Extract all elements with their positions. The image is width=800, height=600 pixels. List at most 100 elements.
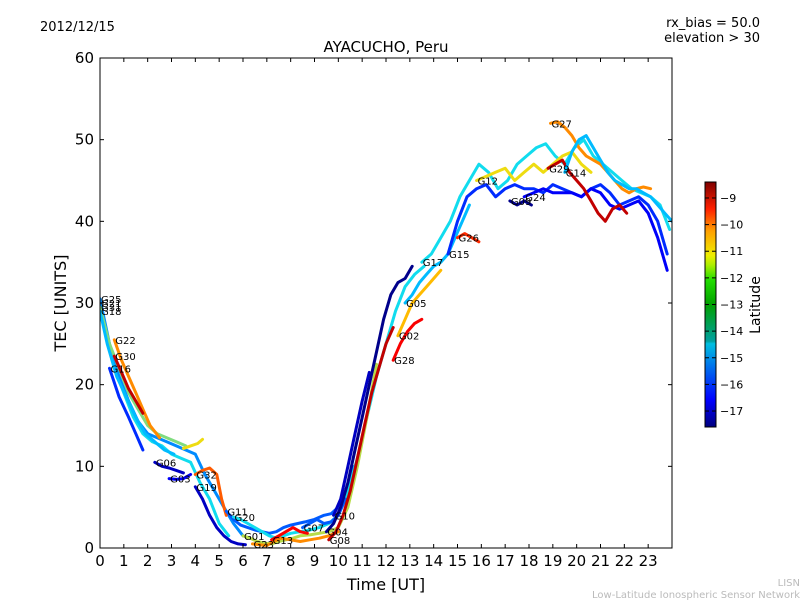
series-g18 xyxy=(100,309,176,456)
footer-network: Low-Latitude Ionospheric Sensor Network xyxy=(592,590,800,600)
series-g06-b xyxy=(181,437,204,450)
colorbar-tick-label: −11 xyxy=(720,245,743,258)
colorbar-tick-label: −13 xyxy=(720,299,743,312)
x-axis: 0 1 2 3 4 5 6 7 8 9 10 11 12 13 14 15 16 17 18 19 20 21 22 23 xyxy=(95,58,658,570)
footer-lisn: LISN xyxy=(778,578,800,589)
y-tick-label: 10 xyxy=(75,457,94,475)
series-g32 xyxy=(193,466,228,517)
series-g16 xyxy=(108,366,145,452)
series-g13 xyxy=(270,526,309,542)
series-g08 xyxy=(327,326,395,542)
x-axis-label: Time [UT] xyxy=(346,575,425,594)
rx-bias-annotation: rx_bias = 50.0 xyxy=(666,16,760,31)
y-axis-label: TEC [UNITS] xyxy=(51,255,70,353)
y-tick-label: 20 xyxy=(75,376,94,394)
series-layer xyxy=(100,120,672,547)
x-tick-label: 20 xyxy=(567,552,586,570)
series-g24 xyxy=(522,187,669,272)
label-g15: G15 xyxy=(449,250,469,261)
series-g30 xyxy=(112,354,145,415)
label-g29: G29 xyxy=(549,164,569,175)
x-tick-label: 13 xyxy=(400,552,419,570)
x-tick-label: 16 xyxy=(472,552,491,570)
label-g04: G04 xyxy=(327,528,347,539)
label-g10: G10 xyxy=(335,511,355,522)
label-g23: G23 xyxy=(254,540,274,551)
label-g06: G06 xyxy=(156,458,176,469)
series-g14 xyxy=(563,134,672,223)
colorbar-label: Latitude xyxy=(748,276,764,334)
series-g26 xyxy=(456,232,481,244)
series-g01 xyxy=(241,362,378,546)
series-g11 xyxy=(224,464,355,535)
label-g18: G18 xyxy=(101,307,121,318)
y-axis: 0 10 20 30 40 50 60 xyxy=(75,49,672,557)
series-g17 xyxy=(420,138,672,264)
x-tick-label: 19 xyxy=(543,552,562,570)
label-g14: G14 xyxy=(566,168,586,179)
label-g22: G22 xyxy=(115,336,135,347)
label-g08: G08 xyxy=(330,536,350,547)
chart-title: AYACUCHO, Peru xyxy=(323,38,448,56)
series-g29 xyxy=(546,158,629,223)
series-g19 xyxy=(193,485,247,547)
x-tick-label: 1 xyxy=(119,552,129,570)
elevation-annotation: elevation > 30 xyxy=(664,31,760,46)
x-tick-label: 7 xyxy=(262,552,272,570)
series-g20 xyxy=(232,264,426,540)
x-tick-label: 4 xyxy=(191,552,201,570)
label-g05: G05 xyxy=(406,299,426,310)
series-g06 xyxy=(153,460,185,475)
colorbar-tick-label: −10 xyxy=(720,219,743,232)
label-g11: G11 xyxy=(227,507,247,518)
series-g05 xyxy=(403,203,471,305)
series-g09 xyxy=(508,199,533,207)
x-tick-label: 8 xyxy=(286,552,296,570)
colorbar-ticks: −9 −10 −11 −12 −13 −14 −15 −16 −17 xyxy=(705,192,743,418)
series-g04 xyxy=(324,264,414,534)
label-g21: G21 xyxy=(101,299,121,310)
x-tick-label: 21 xyxy=(591,552,610,570)
x-tick-label: 3 xyxy=(167,552,177,570)
colorbar-tick-label: −9 xyxy=(720,192,736,205)
label-g28: G28 xyxy=(394,356,414,367)
label-g03: G03 xyxy=(170,475,190,486)
label-g30: G30 xyxy=(115,352,135,363)
x-tick-label: 22 xyxy=(615,552,634,570)
x-tick-label: 12 xyxy=(376,552,395,570)
colorbar-tick-label: −16 xyxy=(720,378,743,391)
x-tick-label: 17 xyxy=(496,552,515,570)
label-g19: G19 xyxy=(196,483,216,494)
x-tick-label: 10 xyxy=(329,552,348,570)
label-g12: G12 xyxy=(478,177,498,188)
label-g31: G31 xyxy=(101,303,121,314)
label-g24: G24 xyxy=(525,193,545,204)
x-tick-label: 9 xyxy=(310,552,320,570)
x-tick-label: 5 xyxy=(214,552,224,570)
x-tick-label: 0 xyxy=(95,552,105,570)
label-g17: G17 xyxy=(423,258,443,269)
colorbar-tick-label: −12 xyxy=(720,272,743,285)
x-tick-label: 11 xyxy=(353,552,372,570)
colorbar-tick-label: −17 xyxy=(720,405,743,418)
x-tick-label: 6 xyxy=(238,552,248,570)
series-g15 xyxy=(446,183,669,256)
series-g03 xyxy=(167,473,193,481)
label-g01: G01 xyxy=(244,532,264,543)
x-tick-label: 15 xyxy=(448,552,467,570)
label-g02: G02 xyxy=(399,332,419,343)
label-g26: G26 xyxy=(459,234,479,245)
label-g16: G16 xyxy=(111,364,131,375)
colorbar-tick-label: −15 xyxy=(720,352,743,365)
y-tick-label: 50 xyxy=(75,131,94,149)
colorbar-tick-label: −14 xyxy=(720,325,743,338)
y-tick-label: 0 xyxy=(84,539,94,557)
series-g22 xyxy=(112,338,162,440)
x-tick-label: 2 xyxy=(143,552,153,570)
x-tick-label: 18 xyxy=(519,552,538,570)
label-g09: G09 xyxy=(511,197,531,208)
date-label: 2012/12/15 xyxy=(40,20,115,35)
label-g07: G07 xyxy=(304,524,324,535)
